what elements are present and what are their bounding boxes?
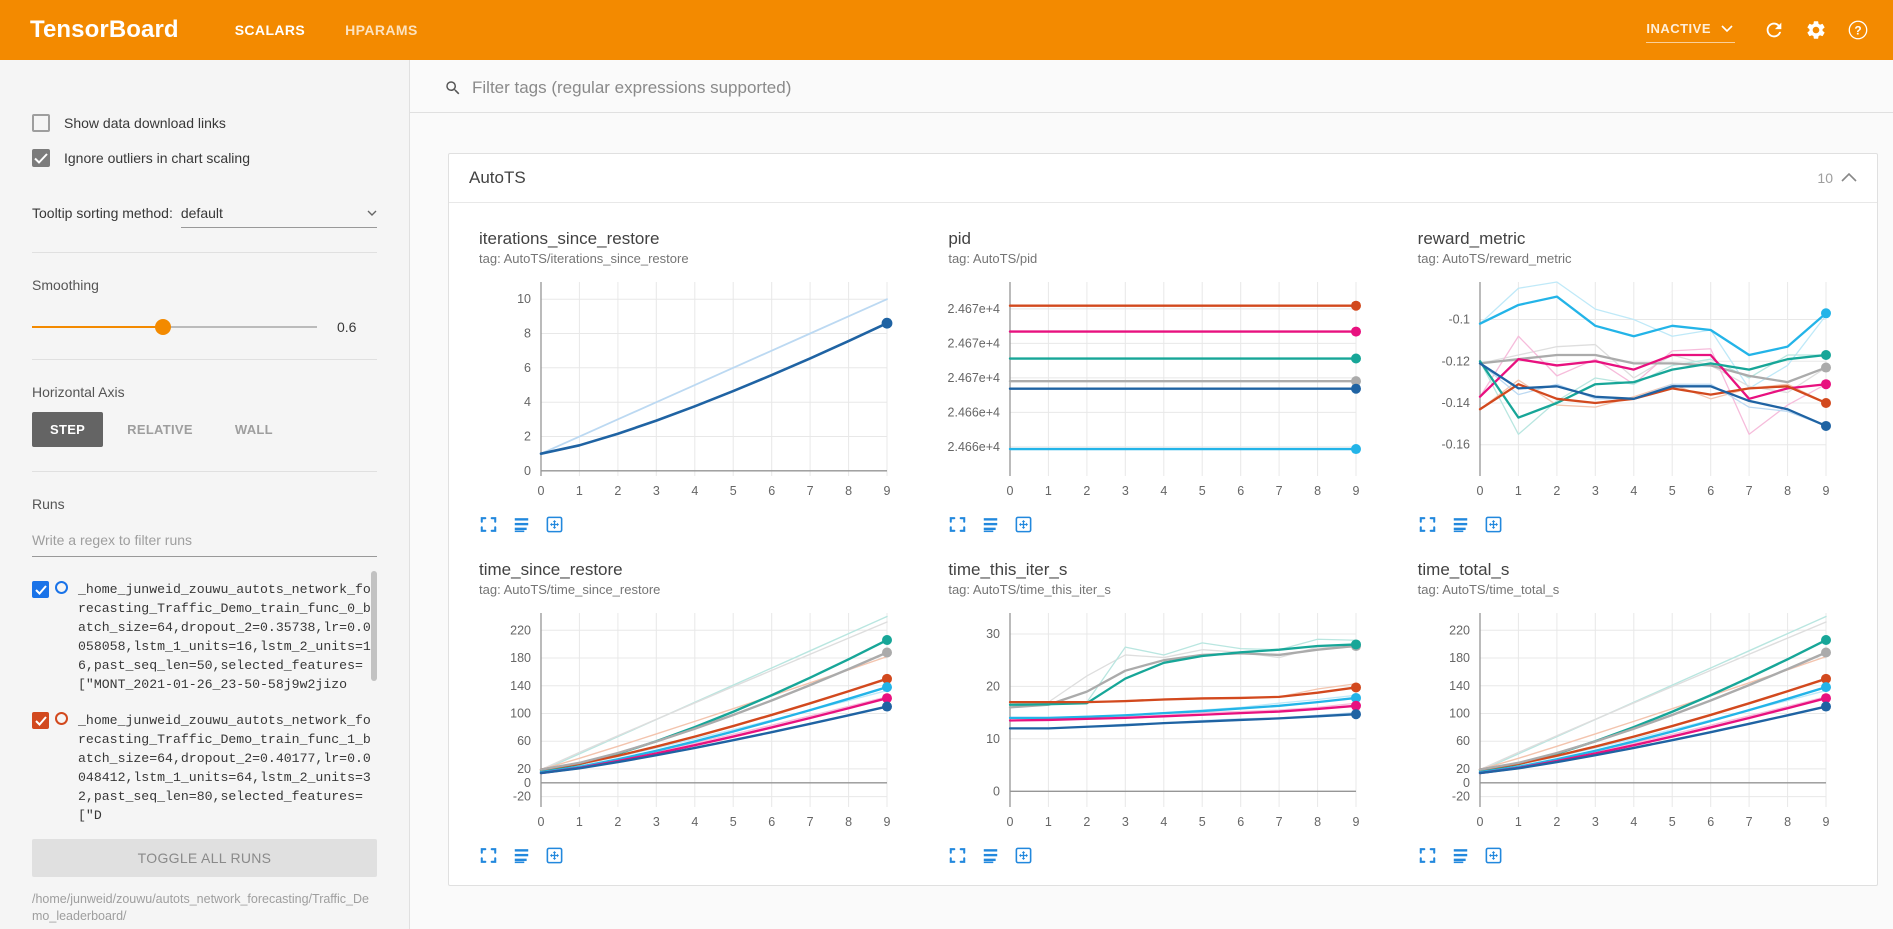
svg-text:180: 180 (1449, 651, 1470, 665)
svg-text:6: 6 (768, 815, 775, 829)
svg-text:2: 2 (614, 815, 621, 829)
svg-text:1: 1 (1045, 815, 1052, 829)
svg-text:-20: -20 (1452, 790, 1470, 804)
svg-text:5: 5 (1668, 815, 1675, 829)
svg-text:-0.16: -0.16 (1441, 438, 1470, 452)
svg-text:2: 2 (1553, 815, 1560, 829)
svg-text:4: 4 (1630, 815, 1637, 829)
svg-text:30: 30 (986, 627, 1000, 641)
svg-text:0: 0 (1463, 776, 1470, 790)
svg-text:-0.12: -0.12 (1441, 354, 1470, 368)
svg-text:1: 1 (576, 484, 583, 498)
svg-text:7: 7 (1276, 815, 1283, 829)
svg-text:7: 7 (1745, 484, 1752, 498)
svg-text:1: 1 (1515, 484, 1522, 498)
svg-text:9: 9 (884, 815, 891, 829)
svg-text:0: 0 (524, 776, 531, 790)
svg-text:8: 8 (524, 327, 531, 341)
svg-text:10: 10 (986, 732, 1000, 746)
svg-text:2.467e+4: 2.467e+4 (948, 336, 1000, 350)
svg-text:-20: -20 (513, 790, 531, 804)
svg-text:0: 0 (524, 464, 531, 478)
svg-text:7: 7 (807, 815, 814, 829)
svg-text:10: 10 (517, 292, 531, 306)
svg-text:180: 180 (510, 651, 531, 665)
svg-text:9: 9 (1353, 484, 1360, 498)
svg-text:100: 100 (510, 707, 531, 721)
svg-text:6: 6 (1238, 484, 1245, 498)
svg-text:5: 5 (730, 815, 737, 829)
svg-text:0: 0 (1007, 815, 1014, 829)
svg-text:0: 0 (538, 815, 545, 829)
svg-text:2: 2 (1084, 484, 1091, 498)
svg-text:3: 3 (1122, 484, 1129, 498)
svg-text:0: 0 (993, 784, 1000, 798)
svg-text:0: 0 (538, 484, 545, 498)
svg-text:5: 5 (1199, 815, 1206, 829)
svg-text:2.466e+4: 2.466e+4 (948, 405, 1000, 419)
svg-text:140: 140 (510, 679, 531, 693)
svg-text:3: 3 (1591, 815, 1598, 829)
svg-text:4: 4 (1161, 815, 1168, 829)
svg-text:0: 0 (1476, 815, 1483, 829)
svg-text:1: 1 (1515, 815, 1522, 829)
svg-text:7: 7 (807, 484, 814, 498)
svg-text:7: 7 (1745, 815, 1752, 829)
svg-text:3: 3 (653, 815, 660, 829)
svg-text:8: 8 (1784, 484, 1791, 498)
svg-text:2: 2 (614, 484, 621, 498)
svg-text:2: 2 (1084, 815, 1091, 829)
svg-text:5: 5 (1668, 484, 1675, 498)
svg-text:3: 3 (653, 484, 660, 498)
svg-text:20: 20 (517, 762, 531, 776)
svg-text:9: 9 (1822, 815, 1829, 829)
svg-text:6: 6 (768, 484, 775, 498)
svg-text:100: 100 (1449, 707, 1470, 721)
svg-text:6: 6 (1707, 484, 1714, 498)
svg-text:60: 60 (517, 734, 531, 748)
svg-text:4: 4 (524, 395, 531, 409)
svg-text:8: 8 (845, 815, 852, 829)
svg-text:1: 1 (576, 815, 583, 829)
svg-text:4: 4 (1630, 484, 1637, 498)
svg-text:-0.14: -0.14 (1441, 396, 1470, 410)
svg-text:4: 4 (691, 815, 698, 829)
svg-text:8: 8 (1314, 815, 1321, 829)
svg-text:0: 0 (1476, 484, 1483, 498)
svg-text:5: 5 (1199, 484, 1206, 498)
svg-text:0: 0 (1007, 484, 1014, 498)
svg-text:7: 7 (1276, 484, 1283, 498)
svg-text:8: 8 (845, 484, 852, 498)
svg-text:4: 4 (1161, 484, 1168, 498)
svg-text:?: ? (1854, 24, 1861, 38)
svg-text:2: 2 (1553, 484, 1560, 498)
svg-text:9: 9 (884, 484, 891, 498)
svg-text:5: 5 (730, 484, 737, 498)
svg-text:6: 6 (524, 361, 531, 375)
svg-text:9: 9 (1353, 815, 1360, 829)
svg-text:2.467e+4: 2.467e+4 (948, 371, 1000, 385)
svg-text:6: 6 (1238, 815, 1245, 829)
svg-text:8: 8 (1784, 815, 1791, 829)
svg-text:3: 3 (1122, 815, 1129, 829)
svg-text:220: 220 (1449, 623, 1470, 637)
svg-text:-0.1: -0.1 (1448, 313, 1470, 327)
svg-text:3: 3 (1591, 484, 1598, 498)
svg-text:8: 8 (1314, 484, 1321, 498)
svg-text:60: 60 (1456, 734, 1470, 748)
svg-text:2: 2 (524, 430, 531, 444)
svg-text:2.467e+4: 2.467e+4 (948, 302, 1000, 316)
svg-text:20: 20 (1456, 762, 1470, 776)
svg-text:20: 20 (986, 679, 1000, 693)
svg-text:9: 9 (1822, 484, 1829, 498)
svg-text:1: 1 (1045, 484, 1052, 498)
svg-text:220: 220 (510, 623, 531, 637)
svg-text:2.466e+4: 2.466e+4 (948, 440, 1000, 454)
svg-text:6: 6 (1707, 815, 1714, 829)
svg-text:4: 4 (691, 484, 698, 498)
svg-text:140: 140 (1449, 679, 1470, 693)
